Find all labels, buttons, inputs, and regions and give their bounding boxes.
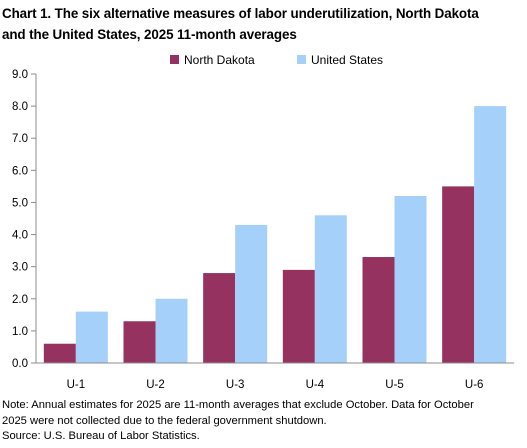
bar-united-states xyxy=(235,224,268,363)
bar-north-dakota xyxy=(123,321,156,363)
chart-footer: Note: Annual estimates for 2025 are 11-m… xyxy=(2,398,526,445)
bar-united-states xyxy=(394,196,427,363)
y-tick-label: 9.0 xyxy=(12,69,28,81)
y-tick-label: 2.0 xyxy=(12,294,28,306)
x-axis: U-1 U-2 U-3 U-4 U-5 U-6 xyxy=(36,362,514,391)
legend-swatch xyxy=(297,55,306,64)
x-tick-label: U-6 xyxy=(465,379,484,391)
bar-chart: North Dakota United States 0.0 1.0 2.0 3.0 4.… xyxy=(12,53,514,391)
chart-title-line-2: and the United States, 2025 11-month ave… xyxy=(2,27,297,42)
bar-united-states xyxy=(75,311,108,363)
x-tick-label: U-1 xyxy=(67,379,86,391)
x-tick-label: U-5 xyxy=(385,379,404,391)
bar-united-states xyxy=(474,106,507,363)
footnote-line-2: 2025 were not collected due to the feder… xyxy=(2,414,327,427)
bar-united-states xyxy=(314,215,347,363)
y-tick-label: 6.0 xyxy=(12,165,28,177)
y-tick-label: 1.0 xyxy=(12,326,28,338)
bar-north-dakota xyxy=(43,343,76,363)
chart-title-line-1: Chart 1. The six alternative measures of… xyxy=(2,6,479,21)
bar-united-states xyxy=(155,298,188,363)
x-tick-label: U-2 xyxy=(146,379,165,391)
y-tick-label: 0.0 xyxy=(12,358,28,370)
y-tick-label: 4.0 xyxy=(12,230,28,242)
y-tick-label: 5.0 xyxy=(12,197,28,209)
y-tick-label: 7.0 xyxy=(12,133,28,145)
bar-north-dakota xyxy=(362,257,395,363)
bars xyxy=(43,106,507,363)
bar-north-dakota xyxy=(442,186,475,363)
source-note: Source: U.S. Bureau of Labor Statistics. xyxy=(2,430,200,442)
bar-north-dakota xyxy=(282,269,315,363)
bar-north-dakota xyxy=(203,273,236,363)
legend-swatch xyxy=(170,55,179,64)
footnote-line-1: Note: Annual estimates for 2025 are 11-m… xyxy=(2,399,474,411)
chart-title: Chart 1. The six alternative measures of… xyxy=(2,3,522,45)
legend-label: North Dakota xyxy=(184,53,255,67)
x-tick-label: U-3 xyxy=(226,379,245,391)
legend-label: United States xyxy=(311,53,383,67)
chart-legend: North Dakota United States xyxy=(170,53,383,67)
y-axis: 0.0 1.0 2.0 3.0 4.0 5.0 6.0 7.0 8.0 9.0 xyxy=(12,69,37,370)
x-tick-label: U-4 xyxy=(306,379,325,391)
y-tick-label: 8.0 xyxy=(12,101,28,113)
y-tick-label: 3.0 xyxy=(12,262,28,274)
